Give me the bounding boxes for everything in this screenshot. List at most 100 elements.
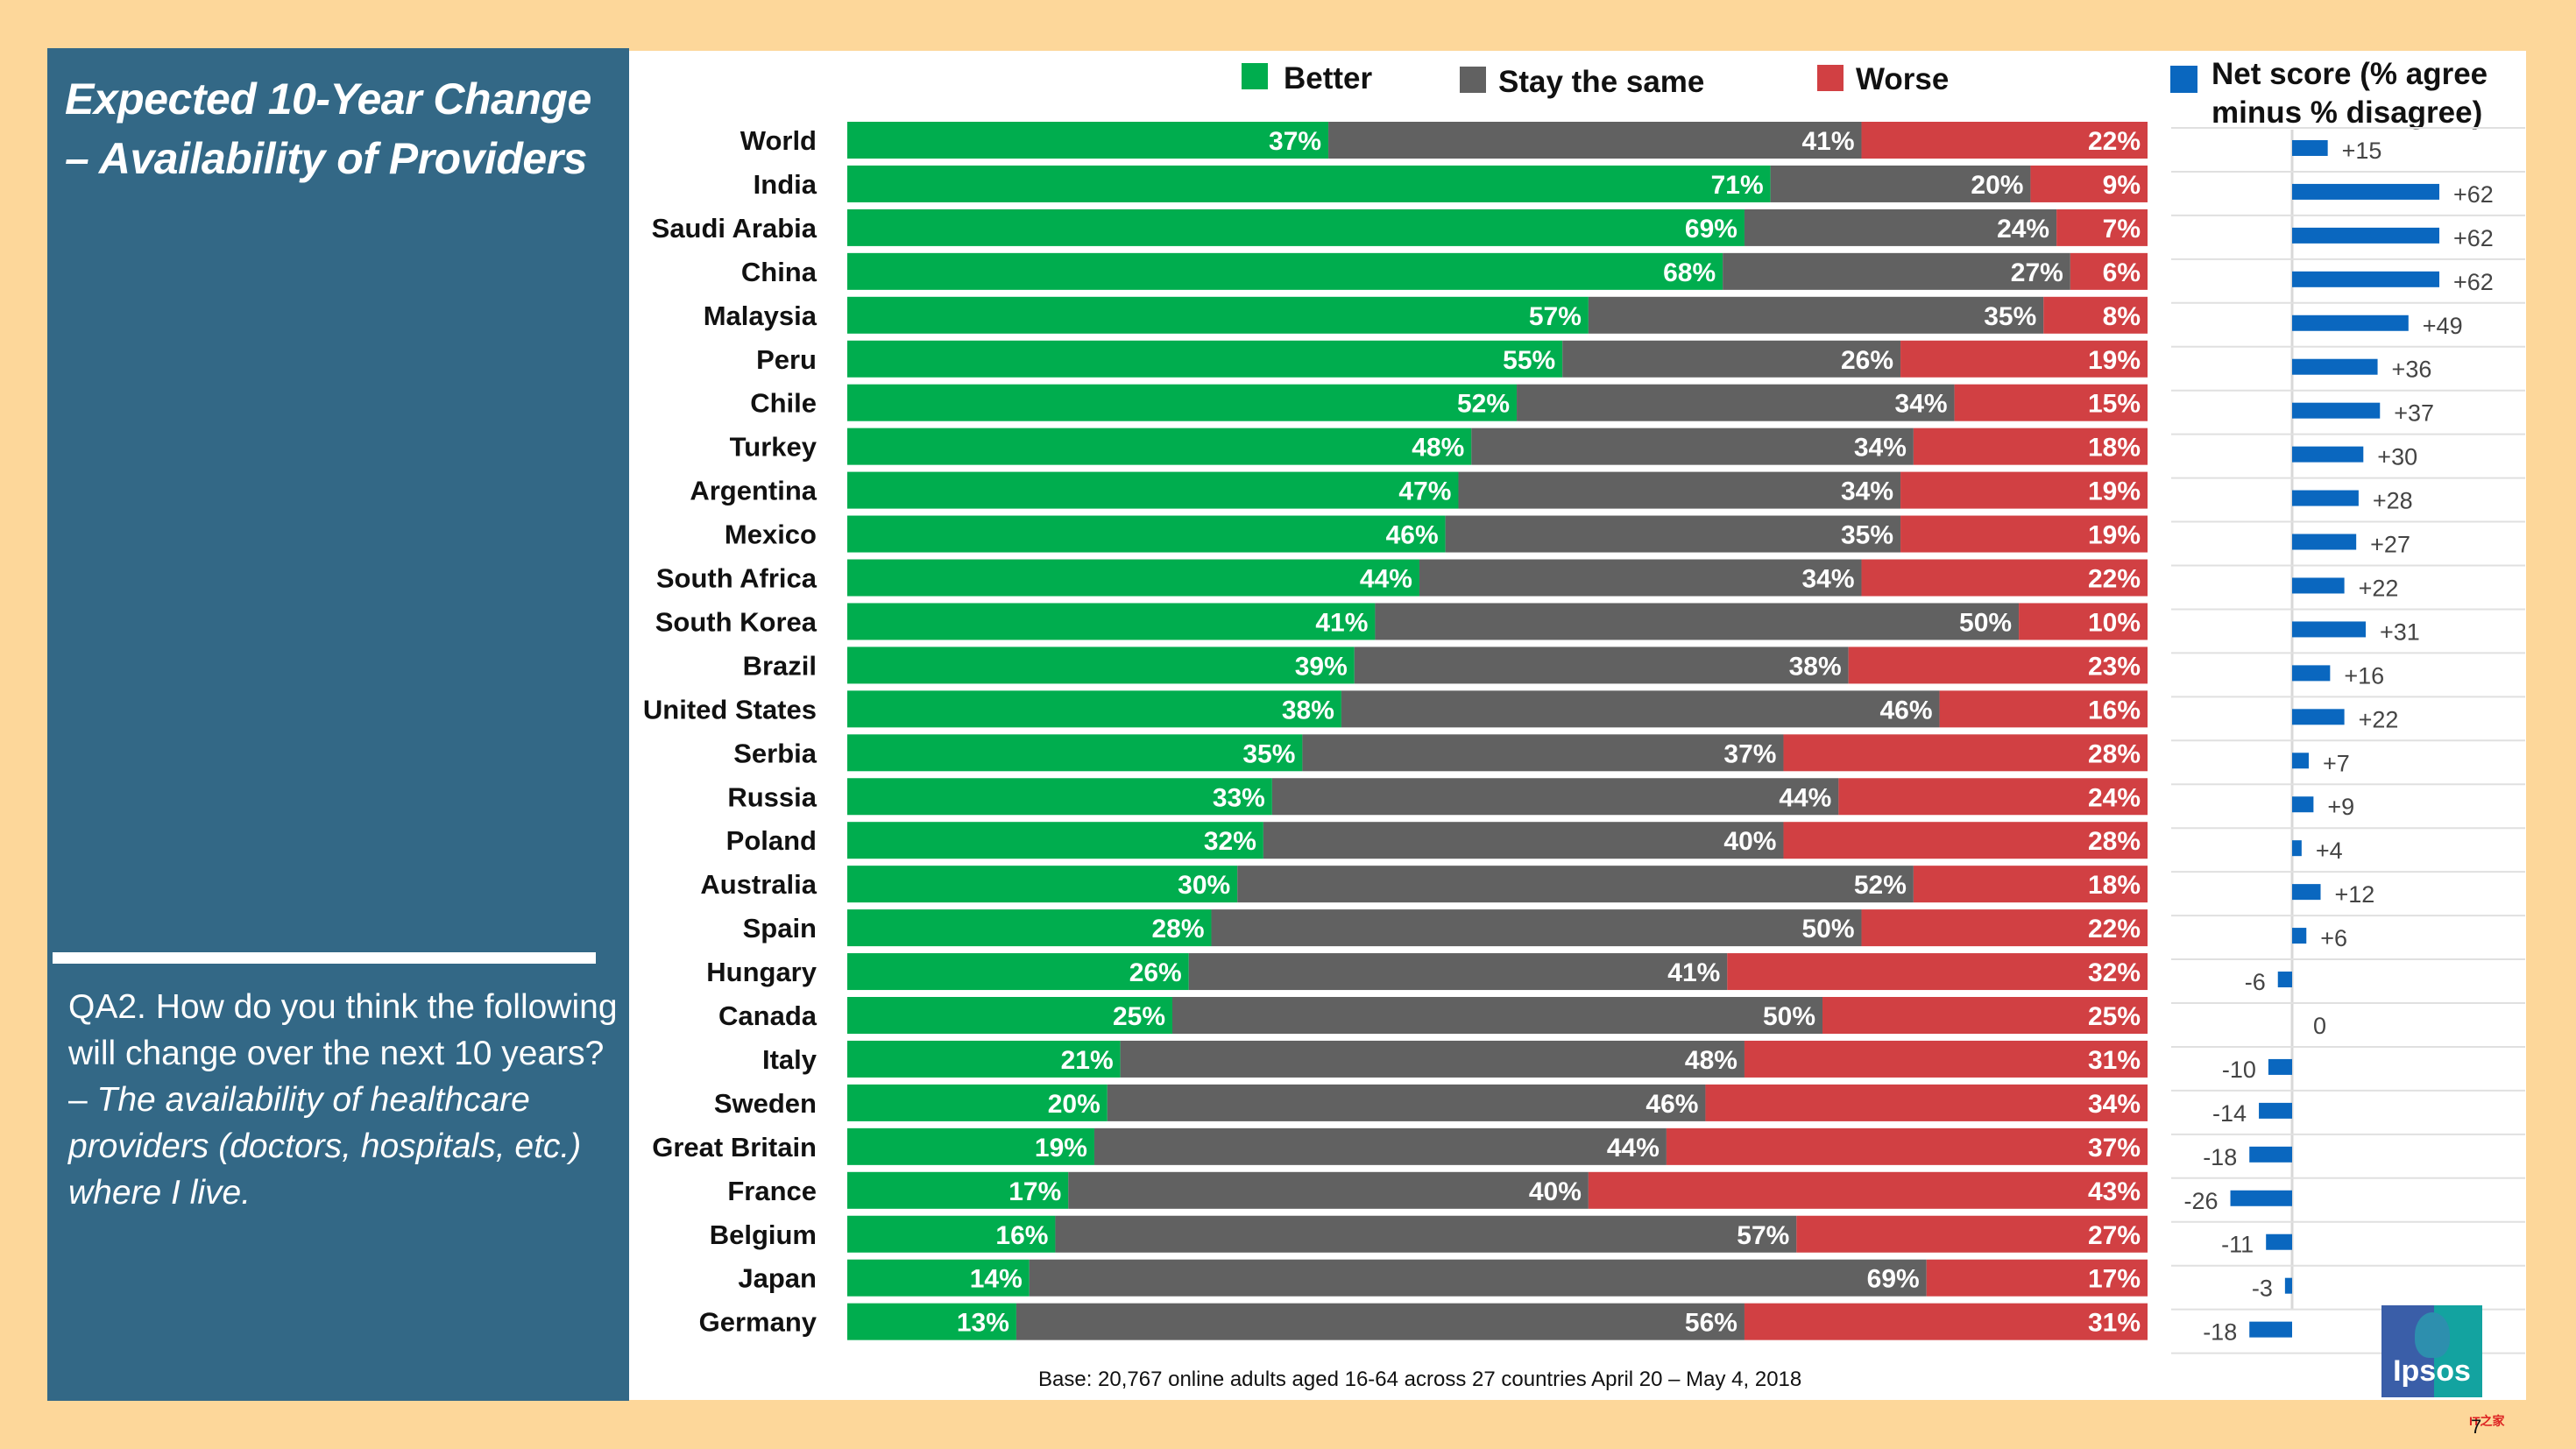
bar-segment-better	[847, 866, 1238, 903]
net-bar	[2292, 796, 2314, 813]
bar-segment-stay-the-same	[1744, 209, 2057, 246]
bar-row: Turkey 48% 34% 18%	[730, 428, 2148, 465]
bar-segment-better	[847, 1303, 1016, 1340]
country-label: Saudi Arabia	[652, 213, 817, 244]
bar-segment-worse	[2030, 165, 2148, 202]
net-bar	[2292, 928, 2307, 944]
value-label: 71%	[1711, 171, 1764, 200]
net-value-label: -3	[2252, 1276, 2273, 1302]
net-bar	[2284, 1277, 2292, 1294]
bar-row: Poland 32% 40% 28%	[726, 822, 2148, 859]
logo-head-icon	[2415, 1312, 2450, 1358]
value-label: 33%	[1213, 783, 1265, 812]
legend-swatch-same	[1460, 67, 1486, 93]
value-label: 20%	[1048, 1090, 1100, 1119]
panel-divider	[53, 952, 596, 964]
net-bar	[2292, 315, 2409, 331]
value-label: 30%	[1178, 871, 1230, 900]
value-label: 15%	[2088, 390, 2141, 419]
bar-row: Germany 13% 56% 31%	[699, 1303, 2148, 1340]
net-bar	[2249, 1321, 2292, 1338]
net-bar	[2259, 1102, 2292, 1119]
legend: Better Stay the same Worse Net score (% …	[1242, 57, 2488, 130]
bar-segment-worse	[1822, 997, 2148, 1034]
value-label: 41%	[1801, 127, 1854, 156]
bar-segment-better	[847, 647, 1355, 684]
bar-segment-stay-the-same	[1517, 384, 1955, 421]
net-bar	[2292, 709, 2345, 725]
bar-segment-better	[847, 690, 1341, 728]
question-subject: The availability of healthcare providers…	[68, 1081, 582, 1212]
bar-segment-worse	[1796, 1215, 2148, 1253]
bar-row: Chile 52% 34% 15%	[750, 384, 2148, 421]
value-label: 46%	[1880, 696, 1933, 724]
country-label: Italy	[762, 1044, 817, 1075]
country-label: India	[754, 169, 817, 200]
value-label: 8%	[2103, 302, 2141, 331]
bar-row: Brazil 39% 38% 23%	[743, 647, 2148, 684]
bar-segment-stay-the-same	[1328, 122, 1862, 159]
bar-segment-worse	[1588, 1171, 2148, 1209]
bar-segment-worse	[1900, 515, 2148, 553]
bar-segment-stay-the-same	[1107, 1084, 1706, 1121]
bar-row: Belgium 16% 57% 27%	[710, 1215, 2148, 1253]
bar-segment-stay-the-same	[1302, 734, 1784, 772]
bar-segment-better	[847, 209, 1744, 246]
bar-segment-better	[847, 997, 1172, 1034]
bar-segment-worse	[1861, 559, 2148, 597]
net-value-label: +9	[2327, 794, 2354, 820]
value-label: 6%	[2103, 258, 2141, 287]
bar-row: South Africa 44% 34% 22%	[656, 559, 2148, 597]
value-label: 20%	[1971, 171, 2023, 200]
value-label: 47%	[1398, 477, 1451, 506]
bar-segment-stay-the-same	[1445, 515, 1901, 553]
net-value-label: +30	[2377, 444, 2417, 470]
bar-segment-better	[847, 822, 1263, 859]
value-label: 25%	[1113, 1002, 1165, 1031]
bar-segment-better	[847, 1215, 1056, 1253]
legend-swatch-worse	[1817, 65, 1844, 91]
value-label: 41%	[1667, 958, 1720, 987]
country-label: Spain	[743, 913, 817, 944]
question-text: QA2. How do you think the following will…	[68, 988, 618, 1119]
value-label: 10%	[2088, 608, 2141, 637]
bar-segment-better	[847, 471, 1459, 509]
bar-row: Serbia 35% 37% 28%	[733, 734, 2148, 772]
country-label: Canada	[718, 1000, 817, 1031]
bar-row: Japan 14% 69% 17%	[738, 1259, 2148, 1297]
net-bar	[2266, 1233, 2292, 1250]
legend-label-net-line2: minus % disagree)	[2212, 95, 2482, 130]
title-line-2: – Availability of Providers	[65, 134, 587, 183]
bar-segment-worse	[1848, 647, 2148, 684]
bar-segment-worse	[1913, 428, 2148, 465]
country-label: Japan	[738, 1263, 817, 1294]
bar-segment-stay-the-same	[1588, 296, 2044, 334]
bar-segment-stay-the-same	[1055, 1215, 1797, 1253]
value-label: 22%	[2088, 127, 2141, 156]
country-label: Great Britain	[652, 1132, 817, 1163]
value-label: 48%	[1685, 1046, 1737, 1075]
value-label: 52%	[1854, 871, 1907, 900]
net-bar	[2292, 753, 2309, 769]
bar-segment-stay-the-same	[1068, 1171, 1589, 1209]
net-bar	[2292, 884, 2321, 901]
value-label: 34%	[1841, 477, 1893, 506]
bar-segment-stay-the-same	[1188, 953, 1728, 991]
country-label: France	[727, 1176, 817, 1206]
value-label: 56%	[1685, 1309, 1737, 1338]
value-label: 28%	[1151, 915, 1204, 944]
bar-segment-better	[847, 384, 1518, 421]
net-bar	[2292, 490, 2359, 506]
bar-segment-worse	[2019, 603, 2148, 640]
bar-segment-stay-the-same	[1419, 559, 1862, 597]
bar-segment-worse	[2043, 296, 2148, 334]
bar-segment-worse	[1744, 1040, 2148, 1078]
bar-segment-stay-the-same	[1770, 165, 2031, 202]
bar-segment-better	[847, 603, 1376, 640]
bar-segment-worse	[1783, 734, 2148, 772]
bar-row: India 71% 20% 9%	[754, 165, 2148, 202]
bar-segment-better	[847, 559, 1419, 597]
chart-panel: Better Stay the same Worse Net score (% …	[629, 51, 2526, 1400]
country-label: Argentina	[690, 476, 817, 506]
country-label: Peru	[756, 344, 817, 375]
